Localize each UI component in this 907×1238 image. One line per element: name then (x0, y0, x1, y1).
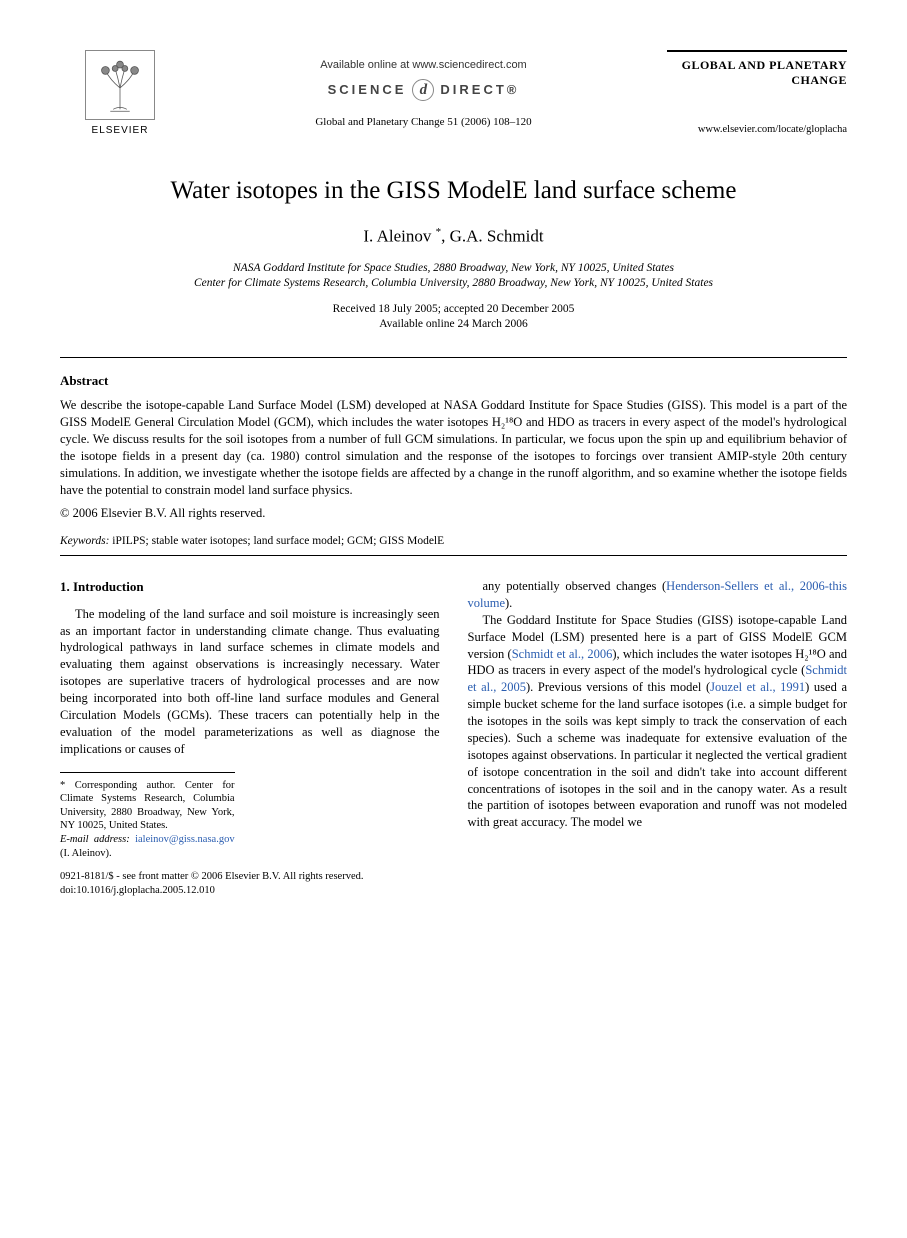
article-dates: Received 18 July 2005; accepted 20 Decem… (60, 302, 847, 333)
journal-name: GLOBAL AND PLANETARY CHANGE (667, 58, 847, 87)
abstract-copyright: © 2006 Elsevier B.V. All rights reserved… (60, 505, 847, 522)
header-right: GLOBAL AND PLANETARY CHANGE www.elsevier… (667, 50, 847, 137)
publisher-name: ELSEVIER (92, 124, 149, 138)
author-list: I. Aleinov *, G.A. Schmidt (60, 225, 847, 249)
rule-above-abstract (60, 357, 847, 358)
keywords-line: Keywords: iPILPS; stable water isotopes;… (60, 534, 847, 550)
author-2: G.A. Schmidt (450, 227, 544, 246)
affiliation-1: NASA Goddard Institute for Space Studies… (60, 261, 847, 277)
abstract-heading: Abstract (60, 372, 847, 390)
issn-copyright: 0921-8181/$ - see front matter © 2006 El… (60, 870, 847, 884)
journal-header: ELSEVIER Available online at www.science… (60, 50, 847, 138)
header-center: Available online at www.sciencedirect.co… (190, 58, 657, 130)
footnote-corr: * Corresponding author. Center for Clima… (60, 779, 235, 834)
footnote-email-line: E-mail address: ialeinov@giss.nasa.gov (… (60, 833, 235, 860)
intro-para-2: any potentially observed changes (Hender… (468, 578, 848, 612)
corresponding-footnote: * Corresponding author. Center for Clima… (60, 772, 235, 861)
keywords-list: iPILPS; stable water isotopes; land surf… (112, 535, 444, 547)
affiliation-2: Center for Climate Systems Research, Col… (60, 276, 847, 292)
article-title: Water isotopes in the GISS ModelE land s… (60, 174, 847, 208)
abstract-text: We describe the isotope-capable Land Sur… (60, 397, 847, 498)
doi: doi:10.1016/j.gloplacha.2005.12.010 (60, 884, 847, 898)
intro-heading: 1. Introduction (60, 578, 440, 596)
received-accepted: Received 18 July 2005; accepted 20 Decem… (60, 302, 847, 318)
citation-schmidt-2006[interactable]: Schmidt et al., 2006 (512, 647, 613, 661)
available-online-date: Available online 24 March 2006 (60, 317, 847, 333)
email-link[interactable]: ialeinov@giss.nasa.gov (135, 834, 235, 845)
keywords-label: Keywords: (60, 535, 109, 547)
author-1: I. Aleinov (363, 227, 431, 246)
rule-below-keywords (60, 555, 847, 556)
brand-left: SCIENCE (328, 81, 407, 99)
brand-d-icon: d (412, 79, 434, 101)
intro-para-1: The modeling of the land surface and soi… (60, 606, 440, 758)
footer-meta: 0921-8181/$ - see front matter © 2006 El… (60, 870, 847, 897)
available-online-text: Available online at www.sciencedirect.co… (190, 58, 657, 73)
journal-reference: Global and Planetary Change 51 (2006) 10… (190, 115, 657, 130)
sciencedirect-brand: SCIENCE d DIRECT® (328, 79, 520, 101)
email-label: E-mail address: (60, 834, 130, 845)
affiliations: NASA Goddard Institute for Space Studies… (60, 261, 847, 292)
citation-jouzel-1991[interactable]: Jouzel et al., 1991 (710, 680, 805, 694)
journal-url[interactable]: www.elsevier.com/locate/gloplacha (667, 123, 847, 137)
body-columns: 1. Introduction The modeling of the land… (60, 578, 847, 860)
brand-right: DIRECT® (440, 81, 519, 99)
publisher-logo-block: ELSEVIER (60, 50, 180, 138)
intro-para-3: The Goddard Institute for Space Studies … (468, 612, 848, 831)
email-paren: (I. Aleinov). (60, 848, 112, 859)
elsevier-tree-icon (85, 50, 155, 120)
